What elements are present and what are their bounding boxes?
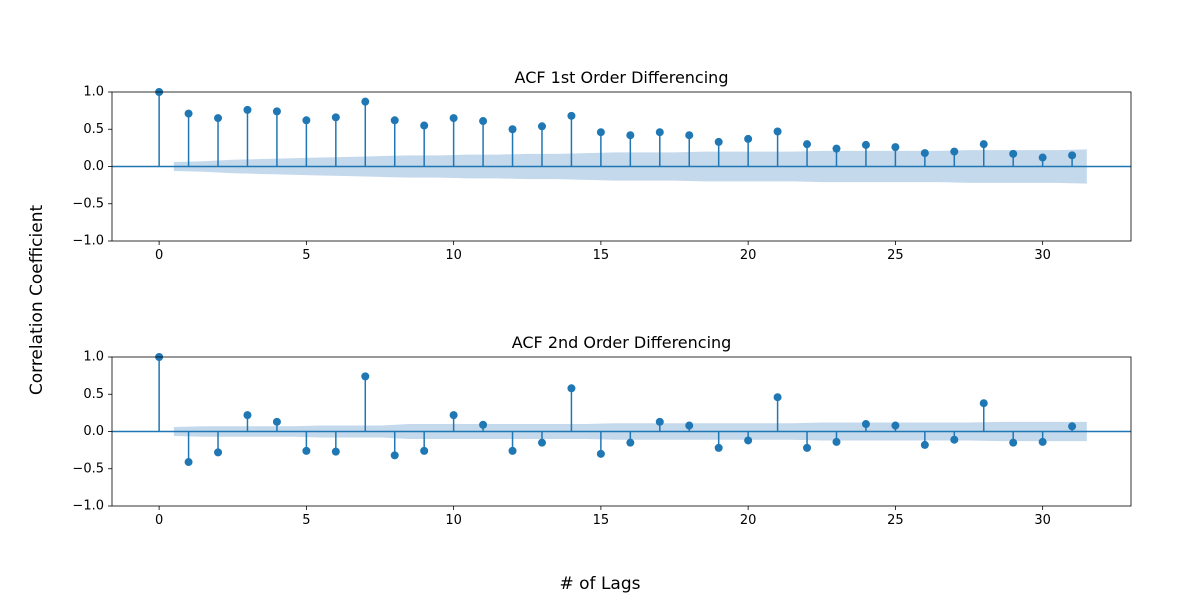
marker-lag-21 <box>773 393 782 402</box>
y-tick-label: −0.5 <box>72 461 104 476</box>
marker-lag-19 <box>714 443 723 452</box>
marker-lag-12 <box>508 446 517 455</box>
marker-lag-14 <box>567 111 576 120</box>
marker-lag-25 <box>891 421 900 430</box>
marker-lag-29 <box>1009 149 1018 158</box>
marker-lag-5 <box>302 446 311 455</box>
marker-lag-4 <box>272 107 281 116</box>
marker-lag-25 <box>891 143 900 152</box>
marker-lag-7 <box>361 97 370 106</box>
marker-lag-14 <box>567 384 576 393</box>
marker-lag-21 <box>773 127 782 136</box>
marker-lag-15 <box>596 128 605 137</box>
y-tick-label: 1.0 <box>83 350 104 365</box>
marker-lag-9 <box>420 121 429 130</box>
marker-lag-5 <box>302 116 311 125</box>
marker-lag-24 <box>861 140 870 149</box>
marker-lag-11 <box>479 117 488 126</box>
marker-lag-31 <box>1068 422 1077 431</box>
y-tick-label: 0.0 <box>83 424 104 439</box>
marker-lag-27 <box>950 435 959 444</box>
x-tick-label: 25 <box>887 248 904 263</box>
y-tick-label: −1.0 <box>72 234 104 249</box>
x-tick-label: 0 <box>155 513 163 528</box>
y-tick-label: 0.0 <box>83 159 104 174</box>
marker-lag-3 <box>243 105 252 114</box>
marker-lag-23 <box>832 437 841 446</box>
marker-lag-27 <box>950 147 959 156</box>
x-tick-label: 15 <box>593 513 610 528</box>
marker-lag-20 <box>744 134 753 143</box>
marker-lag-1 <box>184 109 193 118</box>
marker-lag-19 <box>714 137 723 146</box>
marker-lag-24 <box>861 420 870 429</box>
acf-panel-2: 0 5 10 15 20 25 30 1.0 0.5 0.0 −0.5 −1.0 ACF 2nd Ord… <box>72 333 1132 528</box>
marker-lag-10 <box>449 114 458 123</box>
x-tick-label: 10 <box>445 513 462 528</box>
marker-lag-26 <box>920 440 929 449</box>
marker-lag-30 <box>1038 437 1047 446</box>
x-tick-label: 5 <box>302 513 310 528</box>
acf-panel-1: 0 5 10 15 20 25 30 1.0 0.5 0.0 −0.5 −1.0 ACF 1st Ord… <box>72 68 1132 263</box>
y-tick-label: −0.5 <box>72 196 104 211</box>
marker-lag-2 <box>214 114 223 123</box>
y-axis-label: Correlation Coefficient <box>27 205 47 396</box>
x-tick-label: 30 <box>1034 248 1051 263</box>
x-tick-label: 30 <box>1034 513 1051 528</box>
marker-lag-12 <box>508 125 517 134</box>
marker-lag-3 <box>243 411 252 420</box>
marker-lag-6 <box>331 113 340 122</box>
marker-lag-28 <box>979 140 988 149</box>
marker-lag-16 <box>626 438 635 447</box>
panel-title: ACF 1st Order Differencing <box>515 68 729 87</box>
marker-lag-6 <box>331 447 340 456</box>
marker-lag-13 <box>537 122 546 131</box>
marker-lag-2 <box>214 448 223 457</box>
marker-lag-29 <box>1009 438 1018 447</box>
x-tick-label: 0 <box>155 248 163 263</box>
marker-lag-10 <box>449 411 458 420</box>
marker-lag-28 <box>979 399 988 408</box>
y-tick-label: 0.5 <box>83 122 104 137</box>
marker-lag-17 <box>655 128 664 137</box>
marker-lag-17 <box>655 417 664 426</box>
marker-lag-20 <box>744 436 753 445</box>
marker-lag-7 <box>361 372 370 381</box>
x-tick-label: 10 <box>445 248 462 263</box>
marker-lag-22 <box>803 140 812 149</box>
marker-lag-4 <box>272 417 281 426</box>
marker-lag-15 <box>596 449 605 458</box>
marker-lag-11 <box>479 420 488 429</box>
x-tick-label: 20 <box>740 513 757 528</box>
x-tick-label: 25 <box>887 513 904 528</box>
marker-lag-9 <box>420 446 429 455</box>
panel-title: ACF 2nd Order Differencing <box>512 333 732 352</box>
x-tick-label: 5 <box>302 248 310 263</box>
x-tick-label: 15 <box>593 248 610 263</box>
x-axis-label: # of Lags <box>560 574 641 594</box>
marker-lag-18 <box>685 421 694 430</box>
marker-lag-8 <box>390 116 399 125</box>
marker-lag-31 <box>1068 151 1077 160</box>
marker-lag-13 <box>537 438 546 447</box>
y-tick-label: 1.0 <box>83 85 104 100</box>
y-tick-label: 0.5 <box>83 387 104 402</box>
marker-lag-1 <box>184 458 193 467</box>
marker-lag-16 <box>626 131 635 140</box>
marker-lag-30 <box>1038 153 1047 162</box>
marker-lag-8 <box>390 451 399 460</box>
marker-lag-22 <box>803 443 812 452</box>
x-tick-label: 20 <box>740 248 757 263</box>
y-tick-label: −1.0 <box>72 499 104 514</box>
marker-lag-23 <box>832 144 841 153</box>
marker-lag-18 <box>685 131 694 140</box>
marker-lag-26 <box>920 149 929 158</box>
